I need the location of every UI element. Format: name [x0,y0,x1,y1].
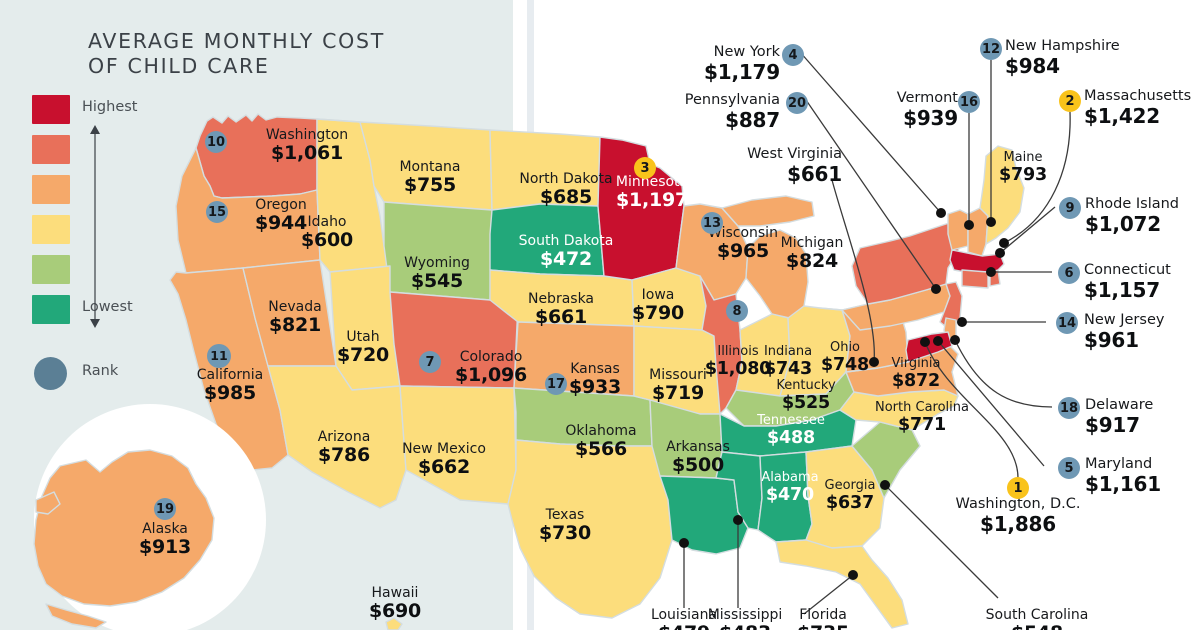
legend-swatch-lowest [32,295,70,324]
rank-badge-new-hampshire[interactable]: 12 [980,38,1002,60]
state-shape-washington[interactable] [195,113,318,199]
state-shape-new-mexico[interactable] [399,385,517,505]
rank-badge-colorado[interactable]: 7 [419,351,441,373]
legend-swatch-4 [32,215,70,244]
state-shape-north-carolina[interactable] [839,389,959,431]
state-shape-rhode-island[interactable] [989,269,1001,287]
legend-gradient-arrow-icon [90,125,100,328]
state-shape-nebraska[interactable] [489,269,635,327]
rank-badge-massachusetts[interactable]: 2 [1059,90,1081,112]
state-shape-texas[interactable] [507,439,673,619]
legend-row-rank: Rank [32,357,212,397]
rank-badge-new-jersey[interactable]: 14 [1056,312,1078,334]
callout-vermont: Vermont $939 [896,90,958,130]
legend-label-highest: Highest [82,99,138,115]
state-shape-indiana[interactable] [735,313,791,397]
state-shape-michigan[interactable] [745,229,809,319]
rank-badge-vermont[interactable]: 16 [958,91,980,113]
state-shape-maine[interactable] [979,145,1025,245]
rank-badge-delaware[interactable]: 18 [1058,397,1080,419]
legend-row-4 [32,215,212,255]
title-line-2: OF CHILD CARE [88,54,270,78]
page-title: AVERAGE MONTHLY COST OF CHILD CARE [88,29,418,79]
legend-row-3 [32,175,212,215]
rank-badge-maryland[interactable]: 5 [1058,457,1080,479]
rank-badge-wisconsin[interactable]: 13 [701,212,723,234]
state-shape-utah[interactable] [329,265,401,391]
state-shape-alaska[interactable] [33,449,215,607]
callout-washington-dc: Washington, D.C. $1,886 [955,496,1081,536]
legend: Highest Lowest Rank [32,95,212,397]
rank-badge-california[interactable]: 11 [207,344,231,368]
state-shape-vermont[interactable] [947,209,969,251]
rank-badge-illinois[interactable]: 8 [726,300,748,322]
rank-badge-washington[interactable]: 10 [205,131,227,153]
title-line-1: AVERAGE MONTHLY COST [88,29,385,53]
legend-swatch-highest [32,95,70,124]
callout-massachusetts: Massachusetts $1,422 [1084,88,1192,128]
callout-pennsylvania: Pennsylvania $887 [684,92,780,132]
callout-west-virginia: West Virginia $661 [747,146,842,186]
state-shape-alabama[interactable] [757,451,813,543]
state-shape-florida[interactable] [775,539,909,629]
legend-swatch-3 [32,175,70,204]
rank-badge-connecticut[interactable]: 6 [1058,262,1080,284]
legend-swatch-2 [32,135,70,164]
state-shape-michigan-up[interactable] [721,195,815,227]
legend-row-2 [32,135,212,175]
state-shape-new-hampshire[interactable] [967,207,989,257]
rank-badge-kansas[interactable]: 17 [545,373,567,395]
state-shape-oklahoma[interactable] [513,387,653,447]
state-shape-arizona[interactable] [267,365,407,509]
rank-badge-washington-dc[interactable]: 1 [1007,477,1029,499]
state-shape-north-dakota[interactable] [489,129,601,211]
rank-legend-icon [34,357,67,390]
rank-badge-oregon[interactable]: 15 [206,201,228,223]
legend-row-highest: Highest [32,95,212,135]
state-shape-minnesota[interactable] [597,136,685,281]
callout-rhode-island: Rhode Island $1,072 [1085,196,1180,236]
callout-connecticut: Connecticut $1,157 [1084,262,1171,302]
callout-new-york: New York $1,179 [704,44,780,84]
state-shape-oregon[interactable] [175,147,321,274]
state-shape-alaska-panhandle[interactable] [35,491,61,515]
callout-delaware: Delaware $917 [1085,397,1154,437]
rank-badge-alaska[interactable]: 19 [154,498,176,520]
callout-maryland: Maryland $1,161 [1085,456,1161,496]
callout-new-hampshire: New Hampshire $984 [1005,38,1120,78]
state-shape-iowa[interactable] [631,267,707,331]
legend-swatch-5 [32,255,70,284]
state-shape-south-dakota[interactable] [489,203,605,277]
rank-badge-new-york[interactable]: 4 [782,44,804,66]
state-shape-alaska-islands[interactable] [45,603,107,629]
state-shape-wyoming[interactable] [383,201,493,301]
callout-new-jersey: New Jersey $961 [1084,312,1165,352]
legend-label-rank: Rank [82,363,119,379]
rank-badge-minnesota[interactable]: 3 [634,157,656,179]
rank-badge-rhode-island[interactable]: 9 [1059,197,1081,219]
state-shape-kansas[interactable] [513,321,635,397]
legend-row-5 [32,255,212,295]
state-shape-hawaii[interactable] [385,617,403,630]
state-shape-connecticut[interactable] [961,269,989,289]
rank-badge-pennsylvania[interactable]: 20 [786,92,808,114]
